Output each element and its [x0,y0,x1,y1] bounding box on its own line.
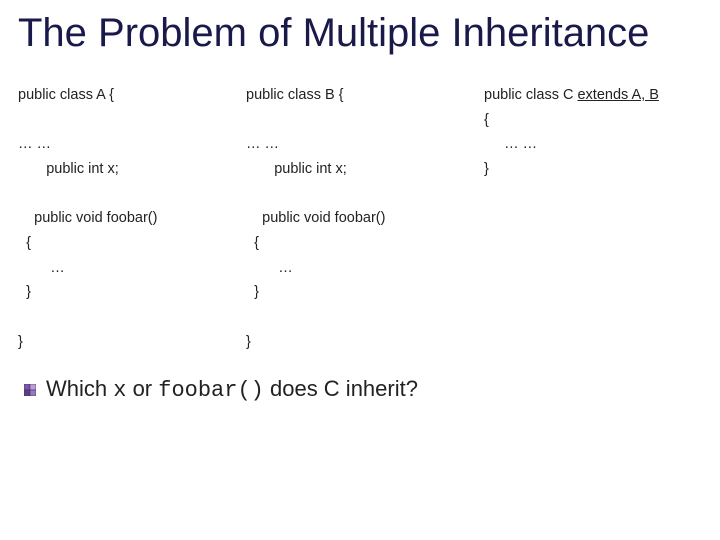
q-p1: Which [46,376,113,401]
class-b-block: public class B { … … public int x; publi… [246,83,476,354]
a-open: { [26,235,31,251]
b-decl: public class B { [246,87,344,103]
slide-title: The Problem of Multiple Inheritance [18,12,702,55]
q-p3: does C inherit? [264,376,418,401]
q-x: x [113,378,126,403]
class-c-block: public class C extends A, B { … … } [484,83,702,354]
c-dots: … … [504,136,537,152]
q-fn: foobar() [158,378,264,403]
b-method-sig: public void foobar() [262,210,385,226]
a-close-method: } [26,284,31,300]
bullet-icon [24,384,36,396]
a-method-sig: public void foobar() [34,210,157,226]
class-a-block: public class A { … … public int x; publi… [18,83,238,354]
b-open: { [254,235,259,251]
c-open: { [484,112,489,128]
q-p2: or [126,376,158,401]
b-body-dots: … [278,260,293,276]
c-extends: extends A, B [577,87,658,103]
a-close-class: } [18,334,23,350]
a-body-dots: … [50,260,65,276]
question-text: Which x or foobar() does C inherit? [46,376,418,403]
a-dots: … … [18,136,51,152]
b-close-class: } [246,334,251,350]
code-columns: public class A { … … public int x; publi… [18,83,702,354]
c-close: } [484,161,489,177]
question-row: Which x or foobar() does C inherit? [18,376,702,403]
a-decl: public class A { [18,87,114,103]
b-close-method: } [254,284,259,300]
c-decl-pre: public class C [484,87,577,103]
b-field: public int x; [274,161,347,177]
a-field: public int x; [46,161,119,177]
b-dots: … … [246,136,279,152]
